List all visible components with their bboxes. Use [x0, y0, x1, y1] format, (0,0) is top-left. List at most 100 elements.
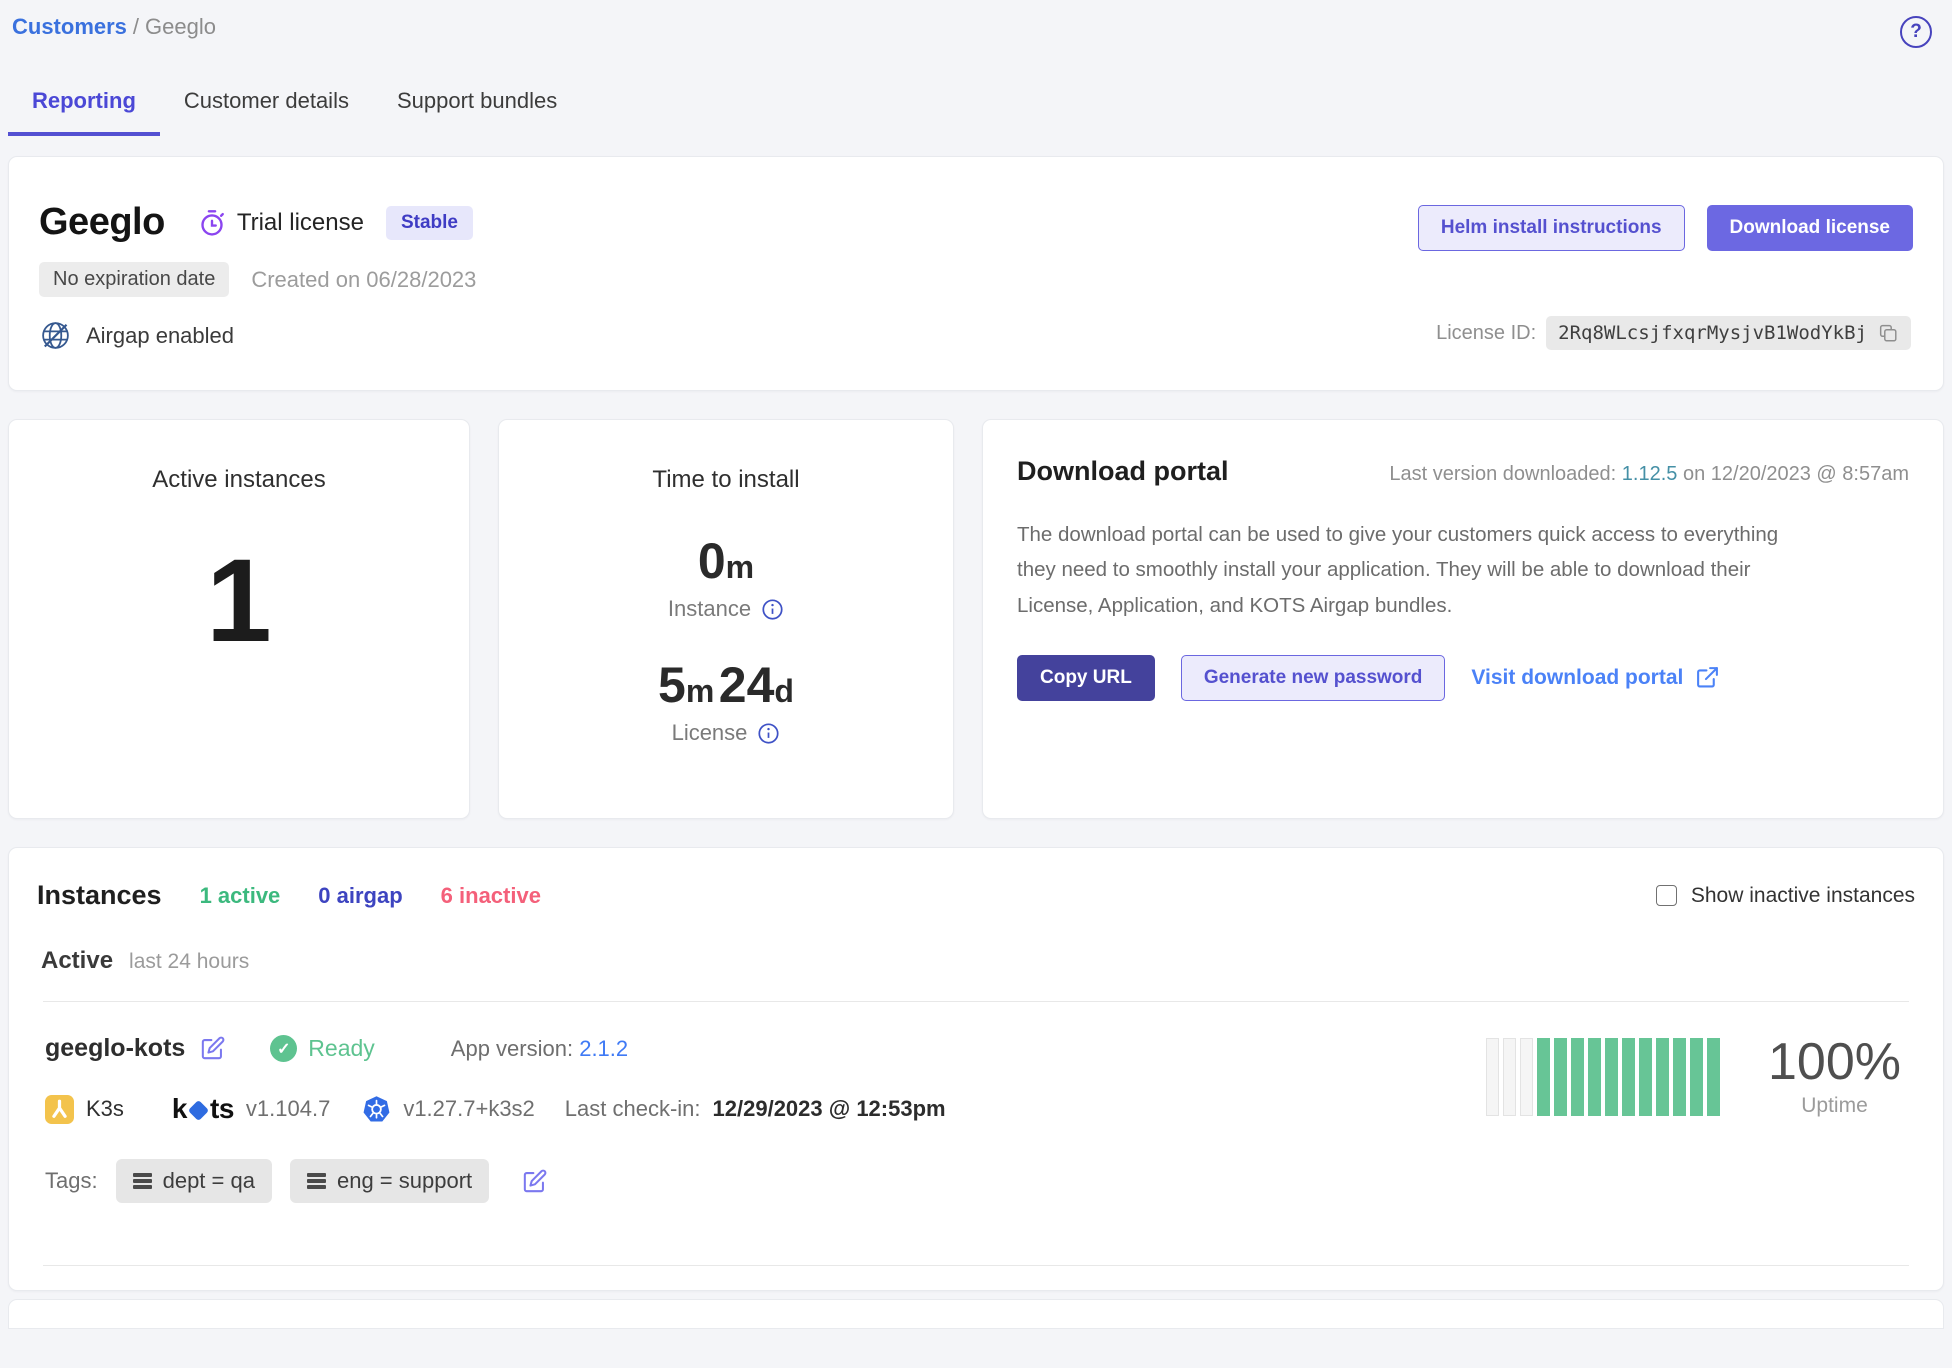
k8s-version: v1.27.7+k3s2 — [403, 1096, 535, 1121]
copy-icon[interactable] — [1877, 322, 1899, 344]
uptime-bar — [1605, 1038, 1618, 1116]
uptime-bar — [1588, 1038, 1601, 1116]
helm-install-instructions-button[interactable]: Helm install instructions — [1417, 205, 1685, 251]
download-portal-title: Download portal — [1017, 456, 1229, 486]
k3s-icon — [45, 1094, 74, 1124]
airgap-globe-icon — [42, 322, 69, 349]
uptime-label: Uptime — [1801, 1094, 1868, 1117]
uptime-bars — [1486, 1038, 1720, 1116]
uptime-bar — [1520, 1038, 1533, 1116]
app-version: App version: 2.1.2 — [450, 1035, 629, 1061]
license-id-value: 2Rq8WLcsjfxqrMysjvB1WodYkBj — [1546, 316, 1911, 350]
breadcrumb: Customers / Geeglo — [12, 14, 216, 40]
channel-badge: Stable — [385, 205, 473, 240]
active-count[interactable]: 1 active — [199, 882, 281, 908]
customer-name: Geeglo — [39, 201, 165, 243]
tag-pill: eng = support — [289, 1159, 490, 1203]
license-type: Trial license — [197, 208, 364, 238]
breadcrumb-separator: / — [132, 14, 140, 39]
created-date: Created on 06/28/2023 — [251, 266, 477, 292]
uptime-bar — [1639, 1038, 1652, 1116]
edit-tags-button[interactable] — [521, 1168, 548, 1195]
active-section-sublabel: last 24 hours — [129, 950, 250, 973]
ready-check-icon: ✓ — [270, 1035, 298, 1062]
edit-icon — [523, 1169, 547, 1192]
uptime-bar — [1537, 1038, 1550, 1116]
instance-install-time: 0m — [697, 533, 755, 589]
uptime-bar — [1622, 1038, 1635, 1116]
download-license-button[interactable]: Download license — [1706, 205, 1913, 251]
top-bar: Customers / Geeglo ? — [0, 0, 1952, 48]
uptime-bar — [1486, 1038, 1499, 1116]
visit-download-portal-link[interactable]: Visit download portal — [1471, 665, 1720, 690]
copy-url-button[interactable]: Copy URL — [1017, 654, 1155, 701]
license-summary-card: Geeglo Trial license Stable Helm install… — [8, 156, 1944, 391]
app-version-link[interactable]: 2.1.2 — [579, 1035, 629, 1061]
download-portal-description: The download portal can be used to give … — [1017, 523, 1779, 617]
generate-new-password-button[interactable]: Generate new password — [1180, 654, 1446, 701]
uptime-bar — [1656, 1038, 1669, 1116]
kubernetes-icon — [363, 1095, 390, 1121]
active-instances-card: Active instances 1 — [8, 419, 470, 819]
distro-name: K3s — [86, 1096, 124, 1121]
uptime-bar — [1571, 1038, 1584, 1116]
show-inactive-label: Show inactive instances — [1690, 883, 1915, 907]
download-portal-card: Download portal Last version downloaded:… — [982, 419, 1944, 819]
expiration-badge: No expiration date — [39, 262, 230, 297]
uptime-bar — [1707, 1038, 1720, 1116]
inactive-count[interactable]: 6 inactive — [440, 882, 541, 908]
external-link-icon — [1697, 667, 1719, 688]
instance-install-label: Instance — [519, 596, 933, 622]
tab-bar: Reporting Customer details Support bundl… — [0, 74, 1952, 136]
airgap-count[interactable]: 0 airgap — [318, 882, 403, 908]
uptime-bar — [1673, 1038, 1686, 1116]
divider — [43, 1001, 1909, 1002]
edit-instance-name-button[interactable] — [199, 1035, 226, 1062]
license-id-label: License ID: — [1436, 321, 1537, 344]
last-version-link[interactable]: 1.12.5 — [1621, 463, 1678, 485]
uptime-percentage: 100% — [1768, 1033, 1901, 1091]
license-install-label: License — [519, 720, 933, 746]
instances-title: Instances — [37, 880, 162, 910]
time-to-install-title: Time to install — [652, 466, 800, 493]
kots-version: v1.104.7 — [245, 1096, 331, 1121]
status-badge: ✓ Ready — [270, 1035, 375, 1062]
active-section-label: Active — [41, 947, 114, 974]
last-version-downloaded: Last version downloaded: 1.12.5 on 12/20… — [1389, 463, 1909, 485]
instance-row: geeglo-kots ✓ Ready App version: 2.1.2 — [37, 1002, 1915, 1239]
airgap-enabled-label: Airgap enabled — [86, 322, 235, 348]
active-instances-title: Active instances — [152, 466, 326, 493]
license-id-row: License ID: 2Rq8WLcsjfxqrMysjvB1WodYkBj — [1436, 316, 1911, 350]
breadcrumb-current: Geeglo — [145, 14, 216, 39]
info-icon[interactable] — [757, 722, 780, 745]
uptime-block: 100% Uptime — [1486, 1036, 1901, 1118]
help-icon[interactable]: ? — [1900, 16, 1932, 48]
breadcrumb-customers-link[interactable]: Customers — [12, 14, 127, 39]
show-inactive-checkbox[interactable] — [1655, 885, 1677, 906]
edit-icon — [202, 1036, 225, 1060]
metrics-row: Active instances 1 Time to install 0m In… — [8, 419, 1944, 819]
tag-lines-icon — [306, 1170, 326, 1191]
last-checkin-value: 12/29/2023 @ 12:53pm — [712, 1096, 946, 1121]
tags-label: Tags: — [45, 1168, 98, 1193]
license-install-time: 5m 24d — [658, 657, 794, 713]
active-instances-value: 1 — [206, 535, 272, 667]
uptime-bar — [1503, 1038, 1516, 1116]
last-checkin-label: Last check-in: — [564, 1096, 701, 1121]
show-inactive-control: Show inactive instances — [1655, 883, 1915, 908]
instance-name: geeglo-kots — [45, 1034, 186, 1062]
uptime-bar — [1690, 1038, 1703, 1116]
tab-reporting[interactable]: Reporting — [8, 74, 160, 136]
tab-customer-details[interactable]: Customer details — [183, 88, 349, 113]
uptime-bar — [1554, 1038, 1567, 1116]
instances-card: Instances 1 active 0 airgap 6 inactive S… — [8, 847, 1944, 1291]
tag-lines-icon — [132, 1170, 152, 1191]
kots-logo: k ts — [171, 1093, 234, 1124]
trial-timer-icon — [201, 209, 224, 236]
info-icon[interactable] — [761, 598, 784, 621]
next-section-card-edge — [8, 1299, 1944, 1329]
time-to-install-card: Time to install 0m Instance 5m 24d Licen… — [498, 419, 954, 819]
divider — [43, 1265, 1909, 1266]
tab-support-bundles[interactable]: Support bundles — [396, 88, 558, 113]
tag-pill: dept = qa — [115, 1159, 272, 1203]
